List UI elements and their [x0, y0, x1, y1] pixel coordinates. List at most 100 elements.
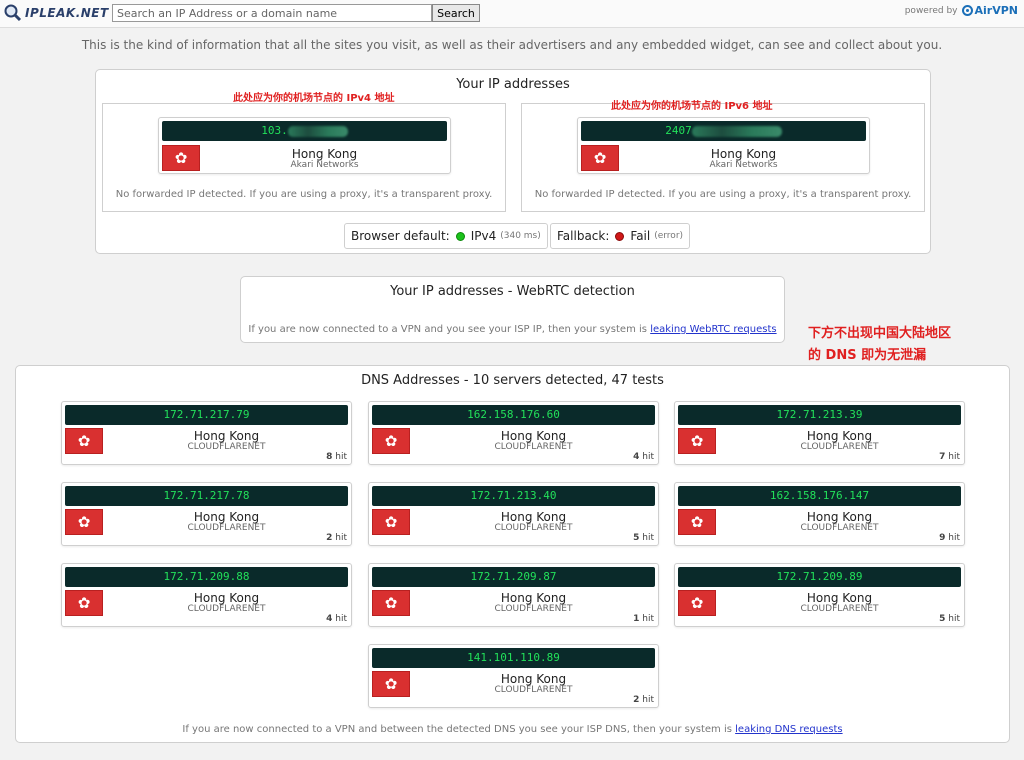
browser-default-pill: Browser default: IPv4 (340 ms) [344, 223, 548, 249]
hong-kong-flag-icon: ✿ [372, 590, 410, 616]
dns-server-city: Hong Kong [500, 591, 567, 605]
dns-server-org: CLOUDFLARENET [494, 685, 573, 695]
dns-hit-label: hit [642, 452, 654, 462]
dns-server-city: Hong Kong [193, 429, 260, 443]
browser-default-label: Browser default: [351, 229, 450, 243]
ipv4-box: 103. ✿ Hong Kong Akari Networks No forwa… [102, 103, 506, 212]
ipv6-forwarded-text: No forwarded IP detected. If you are usi… [534, 189, 912, 200]
dns-server-ip[interactable]: 162.158.176.60 [372, 405, 655, 425]
dns-hit-label: hit [335, 614, 347, 624]
dns-server-org: CLOUDFLARENET [494, 604, 573, 614]
hong-kong-flag-icon: ✿ [65, 590, 103, 616]
hong-kong-flag-icon: ✿ [581, 145, 619, 171]
dns-server-card: 172.71.213.40 ✿ Hong Kong CLOUDFLARENET 5 hi… [368, 482, 659, 546]
green-dot-icon [455, 231, 465, 241]
dns-server-hits: 4 hit [326, 614, 347, 624]
ipv4-card: 103. ✿ Hong Kong Akari Networks [158, 117, 451, 174]
ipv4-address[interactable]: 103. [162, 121, 447, 141]
dns-footer-description: If you are now connected to a VPN and be… [182, 724, 732, 735]
dns-server-city: Hong Kong [500, 672, 567, 686]
fallback-detail: (error) [654, 231, 684, 241]
powered-by[interactable]: powered by AirVPN [905, 4, 1018, 17]
ipv6-org: Akari Networks [709, 160, 778, 170]
fallback-label: Fallback: [557, 229, 610, 243]
ipv6-box: 2407 ✿ Hong Kong Akari Networks No forwa… [521, 103, 925, 212]
top-bar: IPLEAK.NET Search powered by AirVPN [0, 0, 1024, 28]
redaction-blur [691, 125, 782, 137]
dns-server-ip[interactable]: 172.71.213.40 [372, 486, 655, 506]
hong-kong-flag-icon: ✿ [372, 671, 410, 697]
logo-text: IPLEAK.NET [25, 6, 109, 20]
fallback-value: Fail [630, 229, 651, 243]
webrtc-leak-link[interactable]: leaking WebRTC requests [650, 324, 777, 335]
search-button[interactable]: Search [432, 4, 480, 22]
dns-leak-link[interactable]: leaking DNS requests [735, 724, 843, 735]
dns-hit-count: 8 [326, 452, 333, 462]
dns-hit-count: 2 [326, 533, 333, 543]
dns-footer-text: If you are now connected to a VPN and be… [16, 724, 1009, 735]
dns-server-hits: 1 hit [633, 614, 654, 624]
dns-server-ip[interactable]: 172.71.217.78 [65, 486, 348, 506]
hong-kong-flag-icon: ✿ [678, 590, 716, 616]
dns-server-hits: 5 hit [633, 533, 654, 543]
dns-server-card: 162.158.176.147 ✿ Hong Kong CLOUDFLARENET 9 … [674, 482, 965, 546]
redaction-blur [287, 125, 348, 137]
airvpn-logo: AirVPN [961, 4, 1018, 17]
dns-server-org: CLOUDFLARENET [800, 442, 879, 452]
dns-server-ip[interactable]: 172.71.209.89 [678, 567, 961, 587]
dns-annotation-line1: 下方不出现中国大陆地区 [808, 326, 952, 341]
ipv4-org: Akari Networks [290, 160, 359, 170]
dns-server-card: 172.71.217.79 ✿ Hong Kong CLOUDFLARENET 8 hi… [61, 401, 352, 465]
webrtc-panel: Your IP addresses - WebRTC detection If … [240, 276, 785, 343]
dns-server-hits: 5 hit [939, 614, 960, 624]
dns-hit-count: 4 [326, 614, 333, 624]
dns-hit-count: 2 [633, 695, 640, 705]
dns-server-city: Hong Kong [806, 429, 873, 443]
ipv6-address[interactable]: 2407 [581, 121, 866, 141]
red-dot-icon [615, 231, 625, 241]
dns-server-org: CLOUDFLARENET [187, 604, 266, 614]
search-input[interactable] [112, 4, 432, 22]
airvpn-icon [961, 5, 973, 16]
ipv6-note: 此处应为你的机场节点的 IPv6 地址 [611, 101, 773, 112]
dns-hit-label: hit [948, 533, 960, 543]
dns-server-ip[interactable]: 172.71.213.39 [678, 405, 961, 425]
ipv6-card: 2407 ✿ Hong Kong Akari Networks [577, 117, 870, 174]
dns-server-hits: 2 hit [633, 695, 654, 705]
dns-panel: DNS Addresses - 10 servers detected, 47 … [15, 365, 1010, 743]
intro-text: This is the kind of information that all… [81, 38, 943, 52]
ipv4-forwarded-text: No forwarded IP detected. If you are usi… [115, 189, 493, 200]
hong-kong-flag-icon: ✿ [65, 428, 103, 454]
fallback-pill: Fallback: Fail (error) [550, 223, 691, 249]
dns-server-card: 172.71.209.87 ✿ Hong Kong CLOUDFLARENET 1 hi… [368, 563, 659, 627]
dns-server-city: Hong Kong [500, 510, 567, 524]
webrtc-description: If you are now connected to a VPN and yo… [248, 324, 647, 335]
webrtc-title: Your IP addresses - WebRTC detection [390, 284, 635, 299]
dns-server-card: 141.101.110.89 ✿ Hong Kong CLOUDFLARENET 2 h… [368, 644, 659, 708]
dns-server-ip[interactable]: 172.71.217.79 [65, 405, 348, 425]
dns-server-ip[interactable]: 141.101.110.89 [372, 648, 655, 668]
dns-hit-label: hit [948, 614, 960, 624]
dns-server-org: CLOUDFLARENET [494, 523, 573, 533]
dns-hit-label: hit [642, 695, 654, 705]
site-logo[interactable]: IPLEAK.NET [4, 4, 109, 22]
dns-server-org: CLOUDFLARENET [800, 604, 879, 614]
hong-kong-flag-icon: ✿ [372, 509, 410, 535]
dns-server-card: 172.71.209.89 ✿ Hong Kong CLOUDFLARENET 5 hi… [674, 563, 965, 627]
hong-kong-flag-icon: ✿ [678, 509, 716, 535]
webrtc-text: If you are now connected to a VPN and yo… [241, 324, 784, 335]
dns-server-card: 172.71.209.88 ✿ Hong Kong CLOUDFLARENET 4 hi… [61, 563, 352, 627]
dns-server-hits: 2 hit [326, 533, 347, 543]
dns-server-org: CLOUDFLARENET [800, 523, 879, 533]
dns-annotation: 下方不出现中国大陆地区 的 DNS 即为无泄漏 [808, 323, 951, 367]
ipv4-city: Hong Kong [291, 147, 358, 161]
hong-kong-flag-icon: ✿ [678, 428, 716, 454]
ipv6-ip-prefix: 2407 [665, 124, 692, 137]
dns-server-ip[interactable]: 162.158.176.147 [678, 486, 961, 506]
dns-server-ip[interactable]: 172.71.209.88 [65, 567, 348, 587]
dns-hit-label: hit [642, 614, 654, 624]
dns-server-card: 172.71.217.78 ✿ Hong Kong CLOUDFLARENET 2 hi… [61, 482, 352, 546]
dns-hit-label: hit [948, 452, 960, 462]
dns-server-card: 162.158.176.60 ✿ Hong Kong CLOUDFLARENET 4 h… [368, 401, 659, 465]
dns-server-ip[interactable]: 172.71.209.87 [372, 567, 655, 587]
